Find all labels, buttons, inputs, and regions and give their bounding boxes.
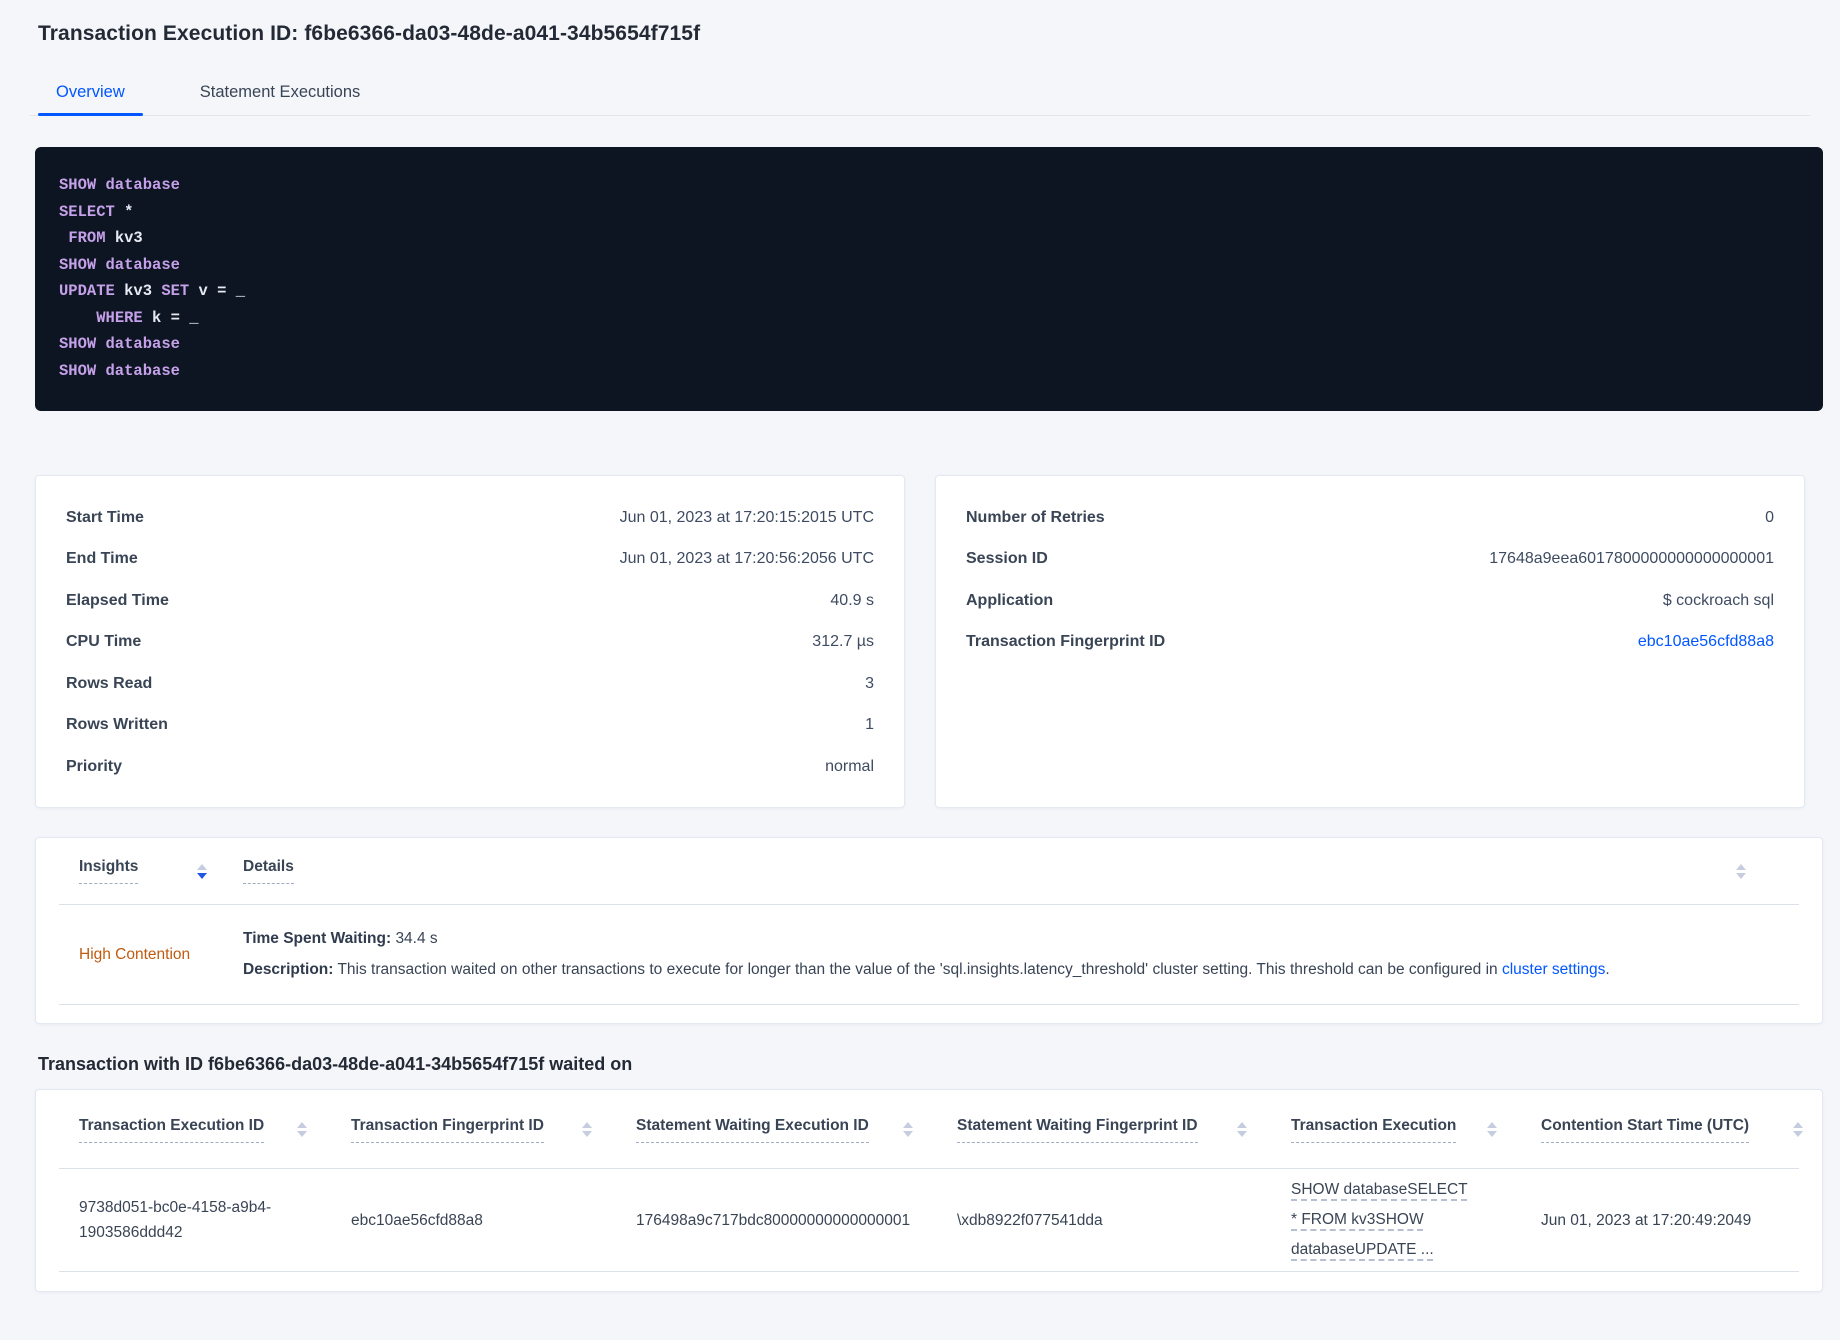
divider xyxy=(59,1004,1799,1005)
detail-value: 312.7 µs xyxy=(812,633,874,651)
insight-description: Description: This transaction waited on … xyxy=(243,961,1610,978)
detail-value: normal xyxy=(825,757,874,775)
detail-row-number-of-retries: Number of Retries 0 xyxy=(966,497,1774,539)
detail-label: Application xyxy=(966,591,1054,609)
waited-on-table-card: Transaction Execution ID Transaction Fing… xyxy=(35,1089,1823,1292)
detail-row-priority: Priority normal xyxy=(66,746,874,788)
detail-label: Transaction Fingerprint ID xyxy=(966,633,1166,651)
detail-label: Rows Read xyxy=(66,674,153,692)
detail-row-start-time: Start Time Jun 01, 2023 at 17:20:15:2015 … xyxy=(66,497,874,539)
details-card-right: Number of Retries 0 Session ID 17648a9eea60… xyxy=(935,475,1805,808)
column-header-transaction-execution[interactable]: Transaction Execution xyxy=(1291,1116,1457,1143)
sort-icon[interactable] xyxy=(297,1121,307,1137)
insight-details: Time Spent Waiting: 34.4 s Description: … xyxy=(243,929,1610,980)
time-spent-waiting: Time Spent Waiting: 34.4 s xyxy=(243,930,438,947)
detail-value: 3 xyxy=(865,674,874,692)
sql-line: SHOW database xyxy=(59,335,180,353)
detail-label: Number of Retries xyxy=(966,508,1105,526)
cell-statement-waiting-fingerprint-id: \xdb8922f077541dda xyxy=(957,1211,1103,1229)
detail-row-rows-written: Rows Written 1 xyxy=(66,705,874,747)
cell-transaction-fingerprint-id: ebc10ae56cfd88a8 xyxy=(351,1211,483,1229)
detail-value: Jun 01, 2023 at 17:20:56:2056 UTC xyxy=(619,550,874,568)
column-header-cell: Statement Waiting Execution ID xyxy=(636,1116,957,1143)
detail-label: Priority xyxy=(66,757,123,775)
column-header-cell: Transaction Fingerprint ID xyxy=(351,1116,636,1143)
column-header-transaction-fingerprint-id[interactable]: Transaction Fingerprint ID xyxy=(351,1116,544,1143)
detail-row-cpu-time: CPU Time 312.7 µs xyxy=(66,622,874,664)
cluster-settings-link[interactable]: cluster settings xyxy=(1501,961,1606,978)
waited-on-heading: Transaction with ID f6be6366-da03-48de-a… xyxy=(38,1054,633,1074)
cell-transaction-execution-statements: SHOW databaseSELECT * FROM kv3SHOW datab… xyxy=(1291,1175,1541,1265)
sort-icon[interactable] xyxy=(1793,1121,1803,1137)
detail-value: 0 xyxy=(1765,508,1774,526)
detail-label: CPU Time xyxy=(66,633,142,651)
transaction-fingerprint-id-link[interactable]: ebc10ae56cfd88a8 xyxy=(1637,633,1774,651)
divider xyxy=(59,1271,1799,1272)
detail-row-elapsed-time: Elapsed Time 40.9 s xyxy=(66,580,874,622)
sql-statements-box: SHOW database SELECT * FROM kv3 SHOW datab… xyxy=(35,147,1823,411)
tabs: Overview Statement Executions xyxy=(30,73,1810,116)
divider xyxy=(59,1168,1799,1169)
sql-line: UPDATE kv3 SET v = _ xyxy=(59,282,246,300)
insights-column-header-cell: Insights xyxy=(79,858,243,884)
detail-label: Rows Written xyxy=(66,716,168,734)
detail-row-transaction-fingerprint-id: Transaction Fingerprint ID ebc10ae56cfd88… xyxy=(966,622,1774,664)
sort-icon[interactable] xyxy=(1487,1121,1497,1137)
detail-value: 1 xyxy=(865,716,874,734)
sort-icon[interactable] xyxy=(582,1121,592,1137)
detail-label: Session ID xyxy=(966,550,1048,568)
sql-line: WHERE k = _ xyxy=(96,308,199,327)
page-title: Transaction Execution ID: f6be6366-da03-… xyxy=(38,22,701,45)
column-header-cell: Transaction Execution xyxy=(1291,1116,1541,1143)
insight-row: High Contention Time Spent Waiting: 34.4… xyxy=(36,905,1822,1004)
sql-line: SHOW database xyxy=(59,361,180,380)
detail-label: Start Time xyxy=(66,508,144,526)
column-header-statement-waiting-fingerprint-id[interactable]: Statement Waiting Fingerprint ID xyxy=(957,1116,1198,1143)
sort-icon[interactable] xyxy=(903,1121,913,1137)
column-header-statement-waiting-execution-id[interactable]: Statement Waiting Execution ID xyxy=(636,1116,869,1143)
sort-icon[interactable] xyxy=(1237,1121,1247,1137)
detail-value: 17648a9eea6017800000000000000001 xyxy=(1489,550,1774,568)
waited-table-row: 9738d051-bc0e-4158-a9b4-1903586ddd42 ebc… xyxy=(36,1169,1822,1271)
detail-value: 40.9 s xyxy=(830,591,874,609)
sql-line: SHOW database xyxy=(59,176,180,194)
insights-table-card: Insights Details High Contention Time Sp… xyxy=(35,837,1823,1024)
detail-label: End Time xyxy=(66,550,138,568)
detail-value: Jun 01, 2023 at 17:20:15:2015 UTC xyxy=(619,508,874,526)
insight-type-label: High Contention xyxy=(79,945,191,963)
cell-contention-start-time: Jun 01, 2023 at 17:20:49:2049 xyxy=(1541,1211,1752,1229)
column-header-cell: Statement Waiting Fingerprint ID xyxy=(957,1116,1291,1143)
detail-value: $ cockroach sql xyxy=(1662,591,1774,609)
sql-line: FROM kv3 xyxy=(68,229,143,247)
insights-table-header: Insights Details xyxy=(36,838,1822,904)
cell-transaction-execution-id: 9738d051-bc0e-4158-a9b4-1903586ddd42 xyxy=(79,1199,272,1241)
details-column-header[interactable]: Details xyxy=(243,858,294,884)
tab-overview[interactable]: Overview xyxy=(38,73,143,116)
column-header-contention-start-time-utc-[interactable]: Contention Start Time (UTC) xyxy=(1541,1116,1750,1143)
detail-row-application: Application $ cockroach sql xyxy=(966,580,1774,622)
insights-column-header[interactable]: Insights xyxy=(79,858,139,884)
detail-label: Elapsed Time xyxy=(66,591,169,609)
sql-line: SELECT * xyxy=(59,202,134,221)
waited-table-header: Transaction Execution ID Transaction Fing… xyxy=(36,1090,1822,1168)
sort-icon[interactable] xyxy=(1736,863,1746,879)
sql-line: SHOW database xyxy=(59,255,180,274)
column-header-cell: Transaction Execution ID xyxy=(79,1116,351,1143)
details-cards-row: Start Time Jun 01, 2023 at 17:20:15:2015 … xyxy=(35,475,1805,808)
cell-statement-waiting-execution-id: 176498a9c717bdc80000000000000001 xyxy=(636,1211,911,1229)
column-header-cell: Contention Start Time (UTC) xyxy=(1541,1116,1822,1143)
detail-row-rows-read: Rows Read 3 xyxy=(66,663,874,705)
column-header-transaction-execution-id[interactable]: Transaction Execution ID xyxy=(79,1116,265,1143)
detail-row-session-id: Session ID 17648a9eea60178000000000000000… xyxy=(966,539,1774,581)
detail-row-end-time: End Time Jun 01, 2023 at 17:20:56:2056 UT… xyxy=(66,539,874,581)
divider xyxy=(59,904,1799,905)
sort-icon[interactable] xyxy=(197,863,207,879)
tab-statement-executions[interactable]: Statement Executions xyxy=(199,83,361,101)
transaction-execution-link[interactable]: SHOW databaseSELECT * FROM kv3SHOW datab… xyxy=(1291,1181,1468,1258)
details-card-left: Start Time Jun 01, 2023 at 17:20:15:2015 … xyxy=(35,475,905,808)
